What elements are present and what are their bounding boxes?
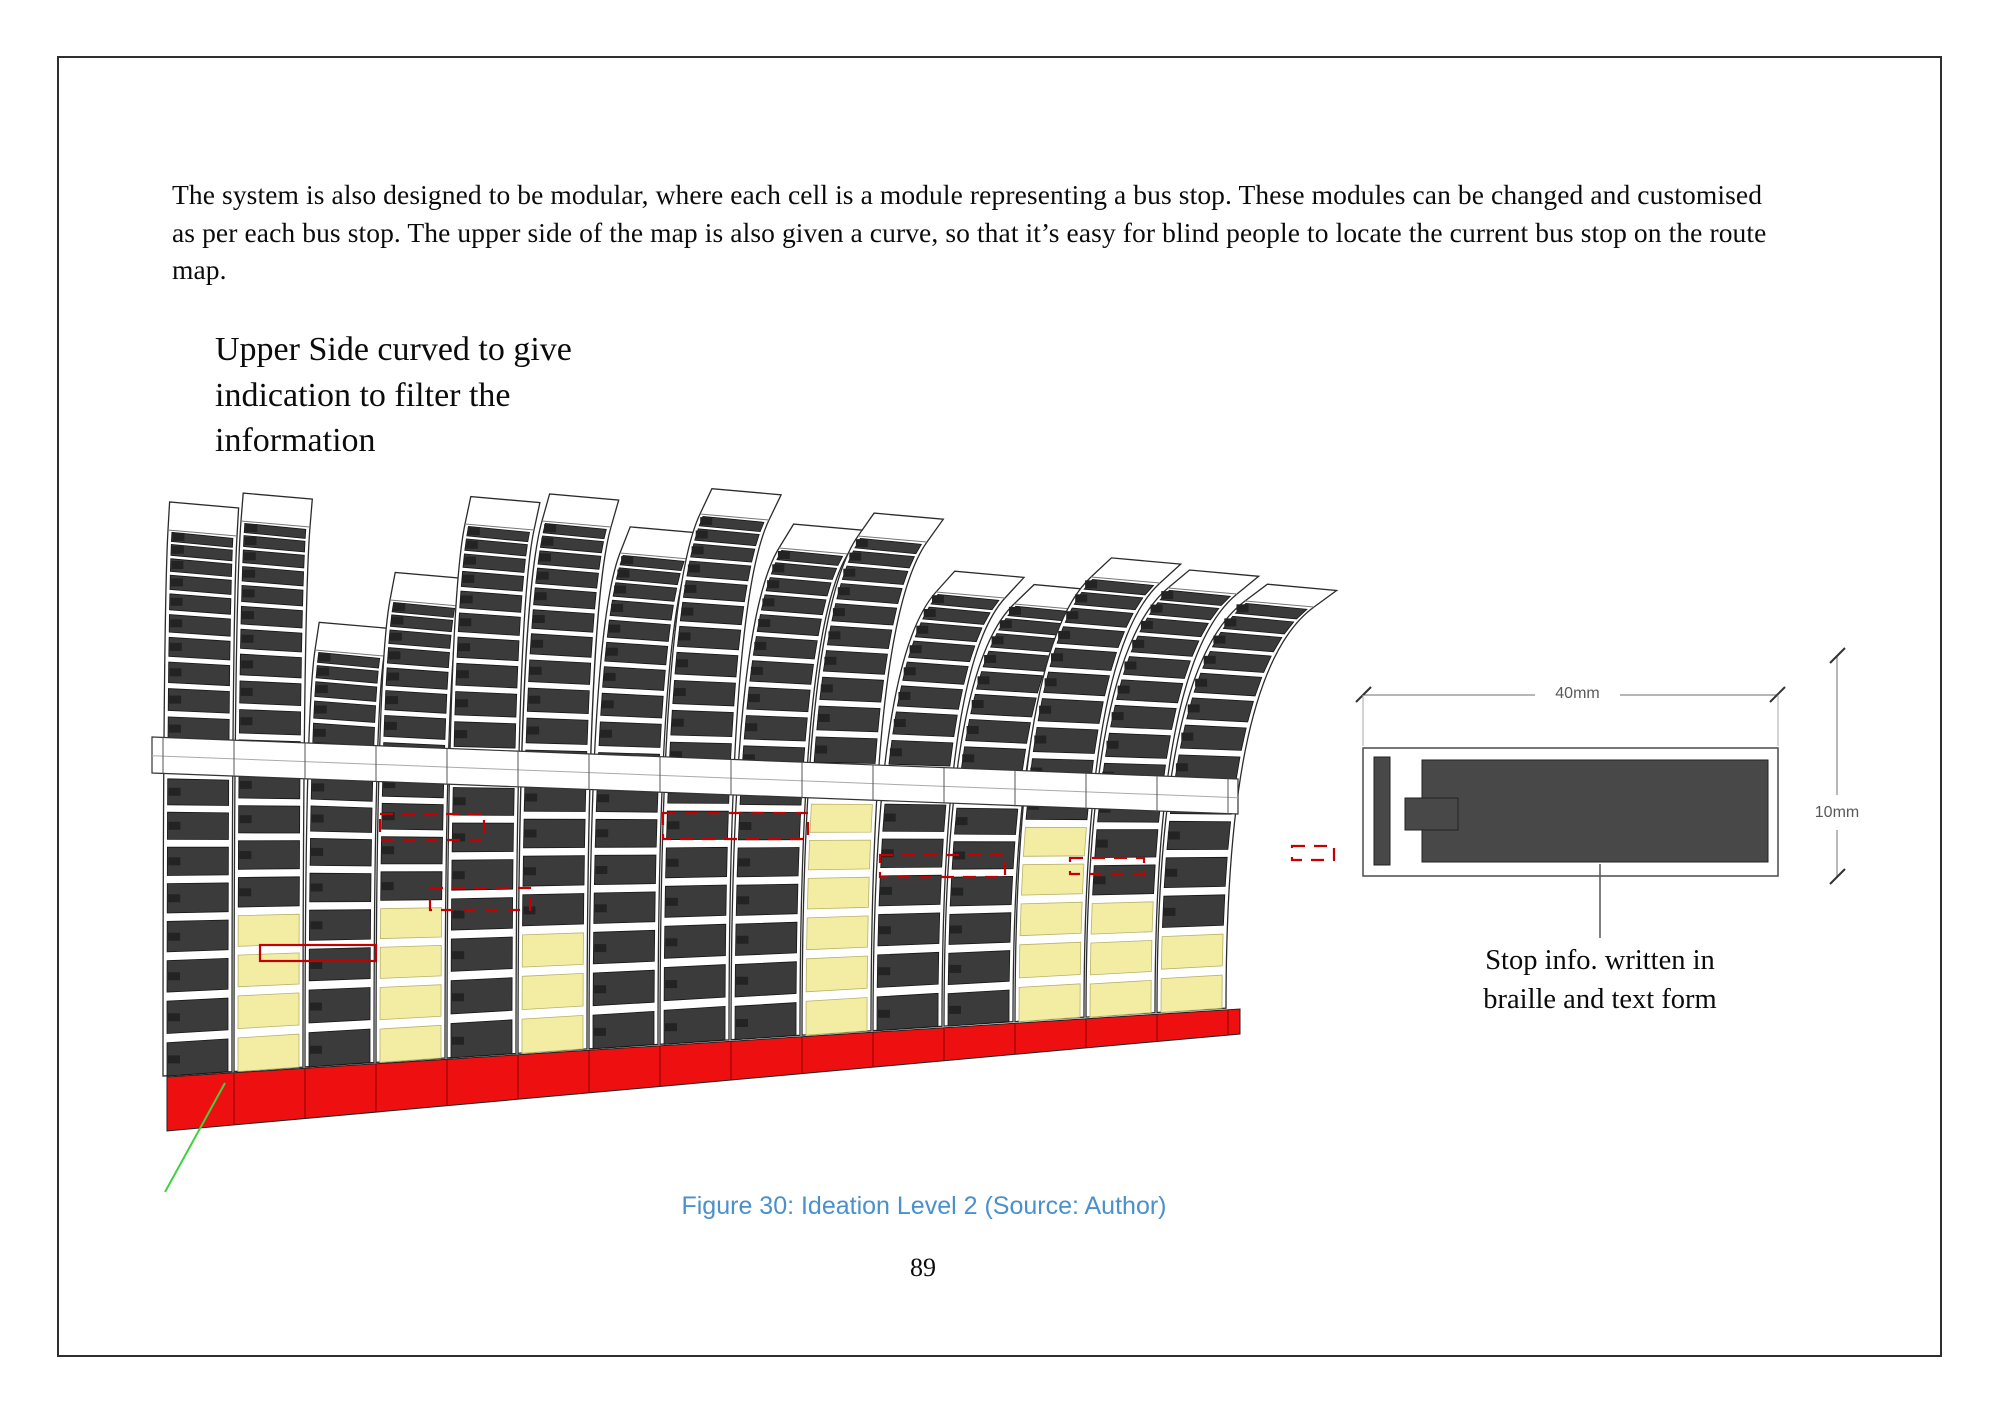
selected-cell-outline xyxy=(1290,844,1336,862)
selected-cell-outline-solid xyxy=(258,943,378,963)
route-column xyxy=(1085,569,1261,1018)
paragraph-line: as per each bus stop. The upper side of … xyxy=(172,216,1767,248)
selection-highlights xyxy=(258,811,1336,963)
module-detail-diagram xyxy=(1355,647,1846,938)
height-dimension xyxy=(1829,647,1846,885)
figure-caption: Figure 30: Ideation Level 2 (Source: Aut… xyxy=(681,1192,1167,1220)
selected-cell-outline xyxy=(378,812,486,842)
module-callout-text: Stop info. written in braille and text f… xyxy=(1420,941,1780,1019)
selected-cell-outline xyxy=(878,853,1007,879)
annotation-line: Upper Side curved to give xyxy=(215,331,572,368)
current-stop-rail xyxy=(151,736,1239,815)
width-dimension-label: 40mm xyxy=(1555,685,1600,702)
sketch-axis-line xyxy=(164,1082,226,1193)
callout-line: Stop info. written in xyxy=(1485,945,1715,976)
route-column xyxy=(375,571,466,1064)
route-column xyxy=(943,583,1105,1027)
route-base-red-strip xyxy=(166,1008,1241,1132)
route-column xyxy=(233,492,314,1073)
paragraph-line: map. xyxy=(172,254,227,285)
route-columns xyxy=(162,488,1339,1077)
module-body xyxy=(1362,747,1779,877)
paragraph-line: The system is also designed to be modula… xyxy=(172,179,1763,210)
width-dimension xyxy=(1355,686,1786,746)
annotation-line: indication to filter the xyxy=(215,376,511,414)
figure-annotation-upper-side: Upper Side curved to give indication to … xyxy=(215,327,775,464)
route-column xyxy=(730,523,864,1041)
height-dimension-label: 10mm xyxy=(1814,804,1860,821)
body-paragraph: The system is also designed to be modula… xyxy=(172,176,1840,289)
selected-cell-outline xyxy=(661,811,810,841)
selected-cell-outline xyxy=(428,886,532,912)
route-map-3d-render xyxy=(151,488,1339,1193)
route-column xyxy=(162,501,240,1077)
route-column xyxy=(1156,583,1339,1014)
annotation-line: information xyxy=(215,422,376,459)
callout-line: braille and text form xyxy=(1483,984,1717,1015)
route-column xyxy=(304,621,390,1068)
page-number: 89 xyxy=(910,1253,936,1282)
